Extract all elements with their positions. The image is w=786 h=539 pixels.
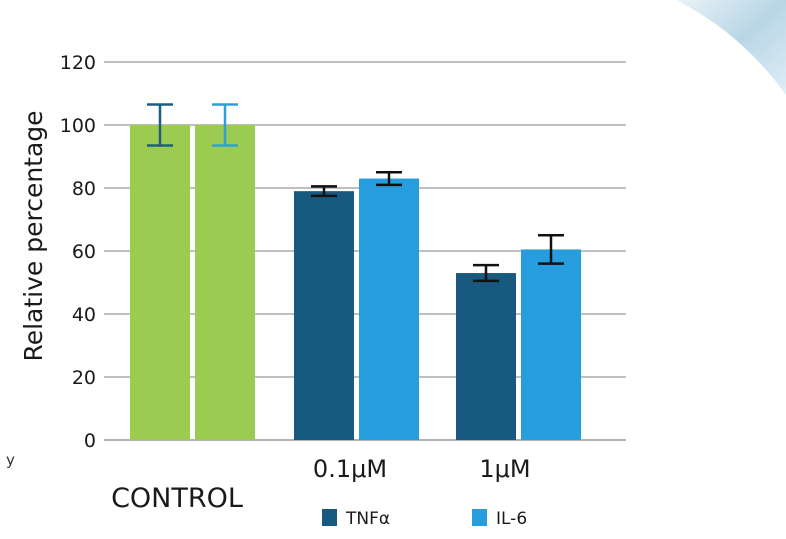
error-bar (376, 171, 402, 187)
error-bar (311, 185, 337, 198)
x-tick-label: 1μM (479, 455, 530, 483)
y-tick-label: 40 (72, 304, 96, 326)
y-tick-labels: 0 20 40 60 80 100 120 (60, 52, 96, 452)
legend: TNFα IL-6 (322, 509, 527, 529)
error-bar (147, 103, 173, 147)
error-bar (538, 234, 564, 265)
y-tick-label: 60 (72, 241, 96, 263)
y-tick-label: 20 (72, 367, 96, 389)
legend-swatch (472, 509, 487, 526)
y-axis-label: Relative percentage (19, 110, 48, 361)
y-tick-label: 0 (84, 430, 96, 452)
legend-swatch (322, 509, 337, 526)
bar (456, 273, 516, 440)
x-tick-labels: CONTROL 0.1μM 1μM (111, 455, 531, 514)
decorative-corner-image (676, 0, 786, 95)
x-tick-label: 0.1μM (313, 455, 387, 483)
legend-label: IL-6 (496, 509, 527, 529)
bar (294, 191, 354, 440)
y-tick-label: 120 (60, 52, 96, 74)
bar (195, 125, 255, 440)
legend-label: TNFα (345, 509, 390, 529)
error-bar (212, 103, 238, 147)
bar (521, 249, 581, 440)
error-bars (147, 103, 564, 283)
y-tick-label: 100 (60, 115, 96, 137)
y-tick-label: 80 (72, 178, 96, 200)
x-tick-label: CONTROL (111, 483, 243, 514)
error-bar (473, 263, 499, 283)
cropped-text-fragment: y (6, 451, 15, 469)
bar (359, 178, 419, 441)
bar (130, 125, 190, 440)
bars (130, 125, 581, 441)
